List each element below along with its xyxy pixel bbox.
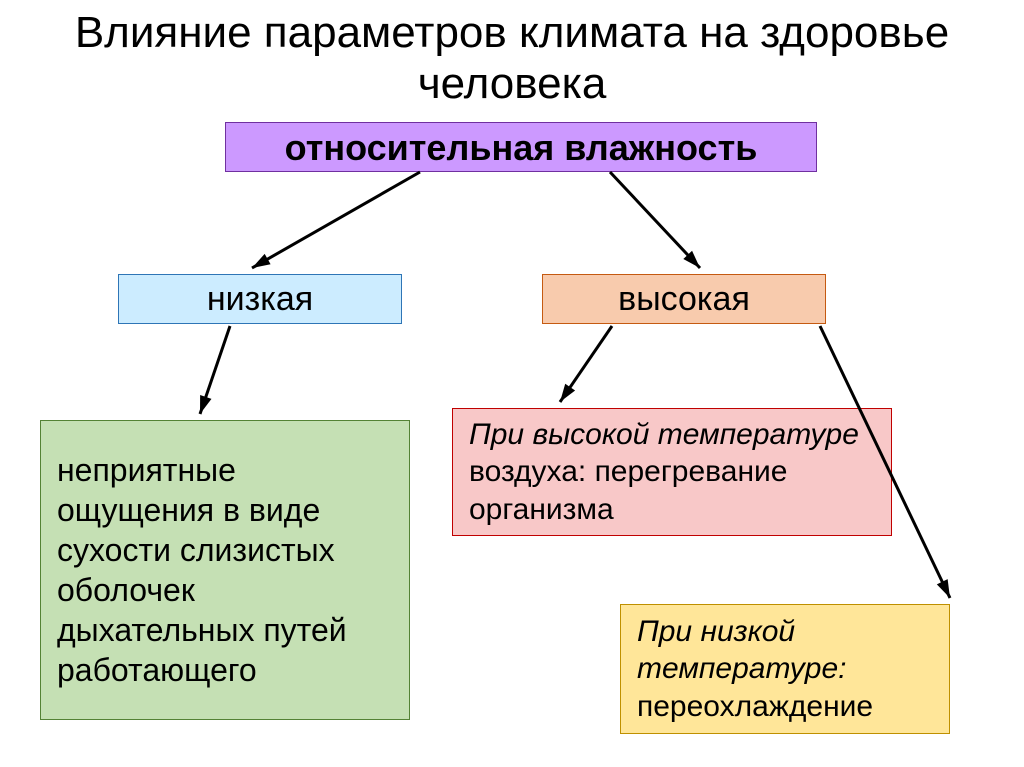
node-low: низкая (118, 274, 402, 324)
page-title: Влияние параметров климата на здоровье ч… (0, 8, 1024, 109)
node-high-cold-label: При низкой температуре: переохлаждение (637, 613, 933, 726)
node-high-cold: При низкой температуре: переохлаждение (620, 604, 950, 734)
node-high-label: высокая (618, 278, 750, 321)
node-root: относительная влажность (225, 122, 817, 172)
node-low-effect-label: неприятные ощущения в виде сухости слизи… (57, 450, 393, 690)
node-low-effect: неприятные ощущения в виде сухости слизи… (40, 420, 410, 720)
node-root-label: относительная влажность (285, 125, 758, 170)
node-high-hot-label: При высокой температуре воздуха: перегре… (469, 416, 875, 529)
node-low-label: низкая (207, 278, 313, 321)
node-high-hot: При высокой температуре воздуха: перегре… (452, 408, 892, 536)
node-high: высокая (542, 274, 826, 324)
